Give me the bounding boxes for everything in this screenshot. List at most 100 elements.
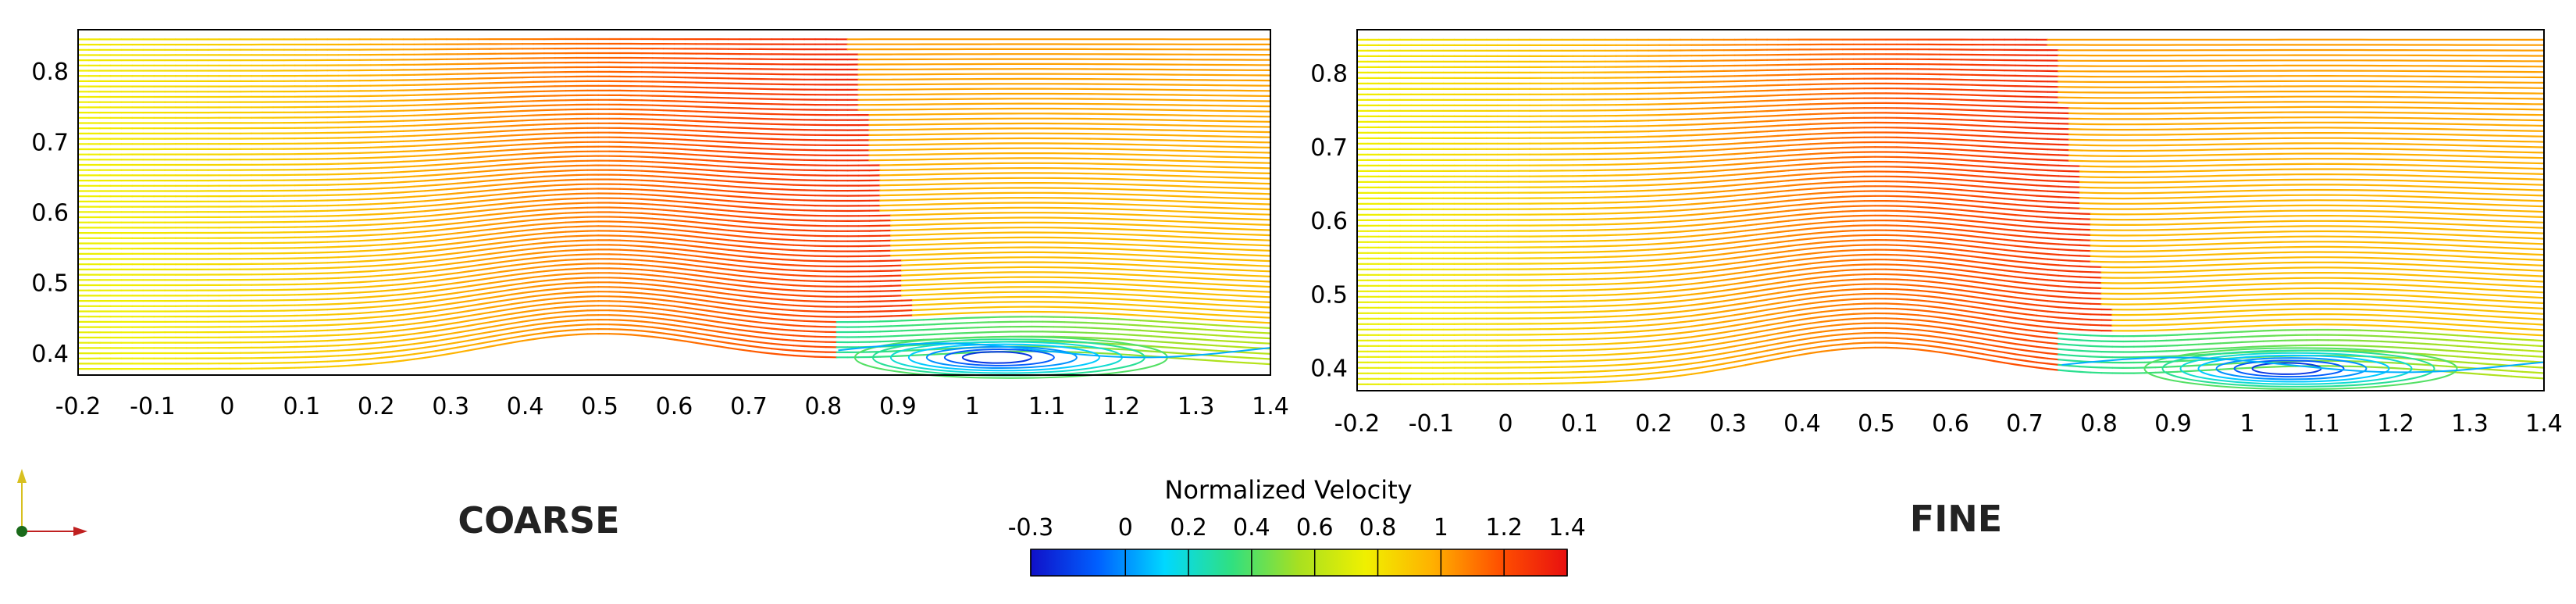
streamline xyxy=(532,332,546,336)
streamline xyxy=(684,129,697,132)
streamline xyxy=(760,177,773,180)
streamline xyxy=(413,124,426,127)
streamline xyxy=(629,296,643,299)
streamline xyxy=(478,306,491,310)
streamline xyxy=(738,206,751,209)
streamline xyxy=(771,267,784,271)
streamline xyxy=(575,234,589,238)
streamline xyxy=(695,274,708,278)
streamline xyxy=(651,241,664,245)
streamline xyxy=(391,263,404,266)
streamline xyxy=(738,180,751,184)
streamline xyxy=(522,223,535,227)
streamline xyxy=(478,302,491,306)
streamline xyxy=(522,100,535,102)
streamline xyxy=(543,298,556,301)
streamline xyxy=(1106,327,1120,331)
streamline xyxy=(1237,345,1250,348)
streamline xyxy=(738,319,751,323)
streamline xyxy=(868,157,1272,164)
streamline xyxy=(1085,316,1099,320)
streamline xyxy=(543,203,556,206)
streamline xyxy=(629,216,643,220)
streamline xyxy=(554,235,567,238)
streamline xyxy=(618,244,632,247)
streamline xyxy=(369,156,383,159)
streamline xyxy=(326,339,340,342)
streamline xyxy=(868,122,1272,128)
streamline xyxy=(456,137,469,140)
streamline xyxy=(500,298,513,302)
streamline xyxy=(380,166,394,169)
streamline xyxy=(793,244,806,247)
streamline xyxy=(1161,346,1174,349)
streamline xyxy=(716,296,730,300)
streamline xyxy=(911,348,925,352)
streamline xyxy=(369,362,383,365)
streamline xyxy=(651,156,664,159)
streamline xyxy=(727,127,740,129)
streamline xyxy=(695,245,708,248)
streamline xyxy=(500,332,513,336)
streamline xyxy=(434,258,448,262)
streamline xyxy=(640,241,654,244)
streamline xyxy=(380,181,394,184)
streamline xyxy=(424,334,437,338)
streamline xyxy=(629,221,643,224)
streamline xyxy=(879,162,1272,170)
streamline xyxy=(391,359,404,363)
streamline xyxy=(305,345,318,348)
streamline xyxy=(445,327,459,331)
streamline xyxy=(662,284,675,288)
streamline xyxy=(358,223,372,227)
streamline xyxy=(900,291,1272,303)
streamline xyxy=(889,246,1272,257)
streamline xyxy=(380,177,394,179)
streamline xyxy=(1171,341,1185,345)
streamline xyxy=(522,271,535,275)
streamline xyxy=(489,120,502,123)
streamline xyxy=(467,155,480,159)
streamline xyxy=(618,253,632,256)
streamline xyxy=(793,219,806,222)
streamline xyxy=(369,320,383,324)
streamline xyxy=(716,160,730,163)
streamline xyxy=(782,213,795,216)
streamline xyxy=(445,123,459,126)
streamline xyxy=(727,332,740,336)
streamline xyxy=(522,333,535,338)
streamline xyxy=(782,284,795,287)
streamline xyxy=(760,291,773,295)
streamline xyxy=(347,250,361,253)
streamline xyxy=(1215,324,1228,327)
streamline xyxy=(782,309,795,312)
streamline xyxy=(565,169,578,172)
streamline xyxy=(413,235,426,238)
streamline xyxy=(727,220,740,223)
streamline xyxy=(695,259,708,263)
streamline xyxy=(640,292,654,295)
streamline xyxy=(315,350,329,352)
streamline xyxy=(1204,328,1217,331)
streamline xyxy=(1258,363,1272,366)
streamline xyxy=(695,294,708,297)
streamline xyxy=(445,346,459,351)
streamline xyxy=(347,322,361,325)
streamline xyxy=(489,169,502,172)
streamline xyxy=(337,277,351,279)
streamline xyxy=(478,297,491,301)
streamline xyxy=(716,320,730,324)
streamline xyxy=(738,220,751,223)
streamline xyxy=(489,343,502,348)
streamline xyxy=(565,310,578,313)
streamline xyxy=(900,286,1272,298)
streamline xyxy=(413,119,426,122)
streamline xyxy=(532,170,546,173)
streamline xyxy=(695,231,708,234)
streamline xyxy=(684,220,697,223)
streamline xyxy=(651,279,664,282)
streamline xyxy=(640,264,654,267)
streamline xyxy=(326,235,340,238)
streamline xyxy=(380,130,394,133)
streamline xyxy=(445,331,459,335)
